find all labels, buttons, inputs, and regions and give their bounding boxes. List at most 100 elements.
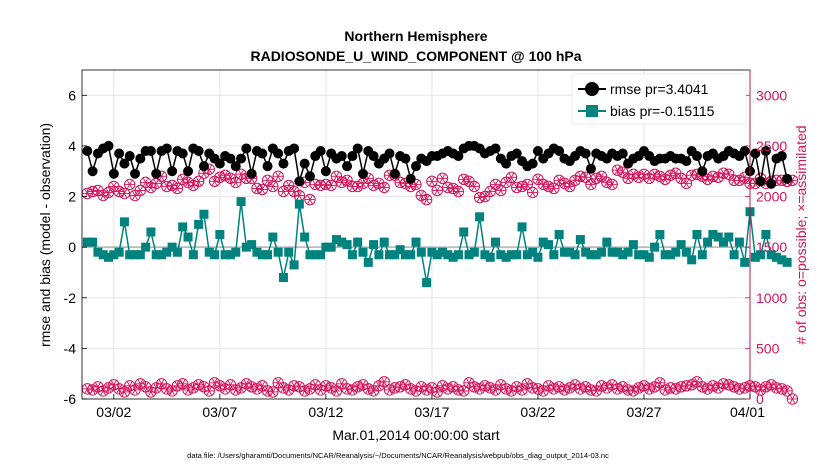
obs-count-point bbox=[468, 180, 481, 193]
bias-point bbox=[411, 237, 421, 247]
bias-point bbox=[522, 250, 532, 260]
bias-point bbox=[756, 250, 766, 260]
obs-circle bbox=[203, 385, 215, 397]
rmse-point bbox=[405, 173, 416, 184]
obs-cross-stroke bbox=[715, 172, 722, 182]
rmse-point bbox=[389, 168, 400, 179]
bias-point bbox=[559, 247, 569, 257]
obs-cross-stroke bbox=[95, 185, 101, 196]
bias-point bbox=[729, 250, 739, 260]
x-tick-label: 03/17 bbox=[414, 404, 449, 420]
rmse-point bbox=[294, 176, 305, 187]
obs-cross-stroke bbox=[269, 181, 276, 191]
bias-point bbox=[225, 250, 235, 260]
obs-count-point bbox=[192, 175, 205, 188]
obs-count-point bbox=[378, 181, 390, 194]
obs-count-point bbox=[627, 385, 640, 397]
bias-point bbox=[660, 250, 670, 260]
x-tick-label: 03/22 bbox=[520, 404, 555, 420]
legend-rmse-marker bbox=[585, 82, 599, 96]
bias-point bbox=[194, 219, 204, 229]
bias-point bbox=[305, 250, 315, 260]
obs-cross-stroke bbox=[482, 191, 488, 202]
bias-point bbox=[501, 252, 511, 262]
obs-cross-stroke bbox=[429, 383, 435, 393]
obs-count-point bbox=[426, 175, 438, 188]
bias-point bbox=[506, 250, 516, 260]
bias-point bbox=[178, 222, 188, 232]
bias-point bbox=[650, 242, 660, 252]
obs-cross-stroke bbox=[142, 382, 149, 392]
bias-point bbox=[718, 237, 728, 247]
bias-point bbox=[422, 278, 432, 288]
obs-cross-stroke bbox=[360, 178, 366, 188]
obs-circle bbox=[192, 379, 205, 391]
bias-point bbox=[528, 247, 538, 257]
rmse-point bbox=[214, 158, 225, 169]
obs-cross-stroke bbox=[619, 382, 626, 392]
bias-point bbox=[618, 250, 628, 260]
obs-circle bbox=[208, 377, 221, 389]
obs-circle bbox=[192, 175, 205, 188]
rmse-point bbox=[119, 158, 130, 169]
obs-cross-stroke bbox=[439, 173, 446, 183]
bias-point bbox=[316, 250, 326, 260]
obs-circle bbox=[134, 378, 147, 390]
obs-circle bbox=[511, 381, 523, 393]
bias-point bbox=[204, 247, 214, 257]
obs-circle bbox=[495, 184, 507, 197]
obs-count-point bbox=[606, 178, 618, 191]
bias-point bbox=[570, 250, 580, 260]
obs-cross-stroke bbox=[375, 381, 382, 391]
x-tick-label: 03/07 bbox=[202, 404, 237, 420]
obs-circle bbox=[304, 193, 316, 206]
obs-cross-stroke bbox=[312, 380, 319, 390]
obs-count-point bbox=[171, 182, 184, 195]
bias-point bbox=[146, 227, 156, 237]
obs-cross-stroke bbox=[582, 382, 589, 392]
rmse-point bbox=[766, 178, 777, 189]
bias-point bbox=[278, 273, 288, 283]
bias-point bbox=[750, 252, 760, 262]
obs-cross-stroke bbox=[651, 382, 658, 392]
obs-cross-stroke bbox=[413, 179, 419, 189]
obs-circle bbox=[171, 380, 184, 392]
obs-cross-stroke bbox=[641, 169, 647, 179]
obs-cross-stroke bbox=[360, 380, 366, 390]
bias-point bbox=[157, 250, 167, 260]
obs-cross-stroke bbox=[524, 379, 531, 389]
bias-point bbox=[82, 237, 92, 247]
bias-point bbox=[734, 237, 744, 247]
obs-cross-stroke bbox=[434, 185, 441, 196]
obs-cross-stroke bbox=[630, 169, 637, 179]
obs-cross-stroke bbox=[789, 394, 796, 404]
obs-count-point bbox=[314, 384, 327, 396]
obs-cross-stroke bbox=[148, 387, 154, 397]
rmse-point bbox=[193, 145, 204, 156]
bias-point bbox=[628, 240, 638, 250]
obs-circle bbox=[420, 193, 433, 206]
obs-cross-stroke bbox=[450, 183, 457, 193]
obs-cross-stroke bbox=[365, 173, 372, 183]
obs-cross-stroke bbox=[153, 383, 160, 393]
bias-point bbox=[167, 242, 177, 252]
obs-cross-stroke bbox=[169, 386, 176, 396]
rmse-point bbox=[103, 140, 114, 151]
bias-point bbox=[395, 245, 405, 255]
bias-point bbox=[681, 247, 691, 257]
rmse-point bbox=[225, 153, 236, 164]
bias-point bbox=[565, 247, 575, 257]
obs-cross-stroke bbox=[158, 379, 165, 389]
obs-cross-stroke bbox=[503, 177, 510, 187]
obs-circle bbox=[230, 384, 242, 396]
obs-cross-stroke bbox=[158, 171, 165, 181]
bias-point bbox=[740, 257, 750, 267]
obs-cross-stroke bbox=[206, 386, 213, 396]
x-axis: 03/02 03/07 03/12 03/17 03/22 03/27 04/01 bbox=[96, 394, 765, 420]
obs-cross-stroke bbox=[227, 380, 234, 390]
obs-cross-stroke bbox=[375, 178, 382, 188]
obs-count-point bbox=[304, 193, 316, 206]
rmse-point bbox=[681, 156, 692, 167]
obs-count-point bbox=[203, 385, 215, 397]
obs-cross-stroke bbox=[535, 174, 541, 184]
